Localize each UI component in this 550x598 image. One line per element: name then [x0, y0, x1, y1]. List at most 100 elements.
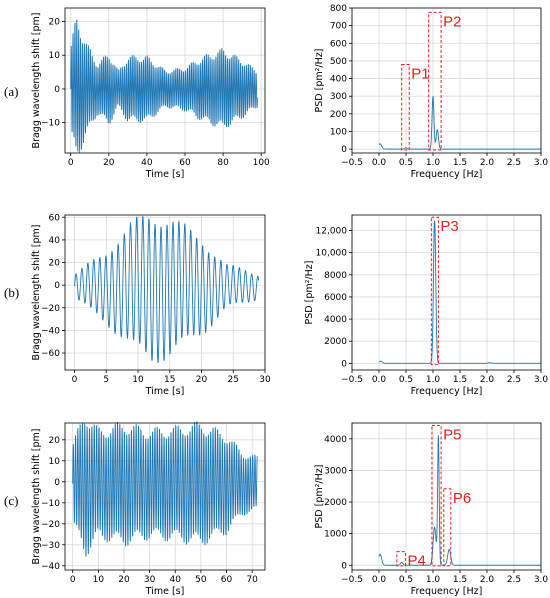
x-tick-label: 2.0: [480, 575, 495, 585]
x-tick-label: 1.0: [426, 375, 441, 385]
x-tick-label: 0.0: [372, 375, 387, 385]
x-axis-title: Frequency [Hz]: [411, 169, 483, 180]
x-tick-label: 0.5: [399, 575, 413, 585]
chart-a-psd: P1 P2 −0.5 0.0 0.5 1.0 1.5 2.0 2.5 3.0 0 100 200 300 4…: [314, 4, 548, 180]
x-tick-label: 10: [132, 375, 144, 385]
y-tick-label: 600: [330, 39, 347, 49]
peak-box-P1: [401, 63, 410, 151]
y-tick-label: 0: [341, 359, 347, 369]
x-tick-label: 2.5: [507, 375, 521, 385]
x-axis-title: Time [s]: [145, 169, 185, 180]
x-tick-label: 1.0: [426, 575, 441, 585]
x-tick-label: 5: [103, 375, 109, 385]
y-tick-label: 4000: [324, 315, 347, 325]
x-tick-label: −0.5: [341, 158, 363, 168]
x-tick-label: 1.0: [426, 158, 441, 168]
x-tick-label: 3.0: [534, 158, 549, 168]
y-tick-label: 10,000: [316, 249, 348, 259]
x-tick-label: 3.0: [534, 575, 549, 585]
plot-frame: [64, 422, 266, 571]
y-tick-label: −30: [41, 541, 60, 551]
chart-b-time: 0 5 10 15 20 25 30 −60 −40 −20 0 20 40 60 Time [s] Brag…: [31, 213, 271, 397]
x-tick-label: 2.0: [480, 375, 495, 385]
x-axis-title: Time [s]: [145, 586, 185, 597]
x-tick-label: 2.5: [507, 575, 521, 585]
y-tick-label: 60: [49, 213, 61, 223]
y-tick-label: −10: [41, 499, 60, 509]
plot-frame: [64, 214, 266, 371]
x-tick-label: 20: [118, 575, 130, 585]
x-tick-label: 10: [93, 575, 105, 585]
peak-label-P1: P1: [411, 65, 429, 82]
y-tick-label: 0: [54, 281, 60, 291]
y-tick-label: 12,000: [316, 227, 348, 237]
chart-c-time: 0 10 20 30 40 50 60 70 −40 −30 −20 −10 0 10 20 Time [s]…: [31, 421, 266, 597]
x-tick-label: 20: [103, 158, 115, 168]
x-tick-label: 25: [228, 375, 239, 385]
peak-box-P6: [443, 488, 452, 567]
peak-box-P2: [428, 11, 442, 151]
y-tick-label: 20: [49, 259, 61, 269]
y-tick-label: −10: [41, 119, 60, 129]
x-axis-title: Frequency [Hz]: [411, 586, 483, 597]
y-tick-label: −20: [41, 520, 60, 530]
y-tick-label: 100: [330, 127, 347, 137]
y-tick-label: 1000: [324, 530, 347, 540]
y-tick-label: −40: [41, 326, 60, 336]
x-tick-label: 1.5: [453, 575, 467, 585]
y-tick-label: 20: [49, 17, 61, 27]
series-line: [378, 96, 541, 150]
y-tick-label: 20: [49, 436, 61, 446]
x-tick-label: 0: [70, 575, 76, 585]
x-tick-label: 80: [217, 158, 229, 168]
x-tick-label: 15: [164, 375, 175, 385]
x-tick-label: 60: [179, 158, 191, 168]
row-label-b: (b): [4, 285, 20, 300]
x-tick-label: 60: [221, 575, 233, 585]
x-tick-label: 100: [253, 158, 270, 168]
y-axis-title: Bragg wavelength shift [pm]: [31, 429, 42, 565]
y-axis-title: PSD [pm²/Hz]: [314, 49, 325, 113]
x-tick-label: 0.5: [399, 158, 413, 168]
y-axis-title: Bragg wavelength shift [pm]: [31, 225, 42, 361]
peak-label-P4: P4: [407, 553, 425, 570]
series-line: [378, 435, 541, 566]
peak-label-P5: P5: [443, 427, 461, 444]
y-tick-label: 40: [49, 236, 61, 246]
series-line: [378, 220, 541, 364]
y-tick-label: 0: [54, 85, 60, 95]
y-tick-label: 700: [330, 22, 347, 32]
row-label-c: (c): [4, 493, 19, 508]
y-axis-title: Bragg wavelength shift [pm]: [31, 13, 42, 149]
x-tick-label: −0.5: [341, 575, 363, 585]
y-tick-label: −40: [41, 562, 60, 572]
x-tick-label: 0.0: [372, 158, 387, 168]
peak-label-P2: P2: [443, 13, 461, 30]
chart-b-psd: P3 −0.5 0.0 0.5 1.0 1.5 2.0 2.5 3.0 0 2000 4000 6000…: [304, 214, 549, 397]
x-tick-label: 3.0: [534, 375, 549, 385]
x-tick-label: 30: [259, 375, 271, 385]
y-tick-label: 6000: [324, 293, 347, 303]
x-tick-label: 0: [72, 375, 78, 385]
x-tick-label: 40: [170, 575, 182, 585]
series-line: [70, 19, 258, 153]
y-tick-label: 3000: [324, 466, 347, 476]
x-axis-title: Frequency [Hz]: [411, 386, 483, 397]
x-tick-label: 70: [246, 575, 258, 585]
y-tick-label: 0: [54, 478, 60, 488]
y-tick-label: 500: [330, 57, 347, 67]
plot-frame: [351, 214, 542, 371]
plot-frame: [351, 422, 542, 571]
series-line: [74, 215, 260, 363]
chart-a-time: 0 20 40 60 80 100 −10 0 10 20 Time [s] Bragg wavele…: [31, 7, 270, 180]
y-tick-label: 0: [341, 561, 347, 571]
row-label-a: (a): [4, 84, 19, 99]
x-tick-label: 20: [196, 375, 208, 385]
y-axis-title: PSD [pm²/Hz]: [304, 261, 315, 325]
y-tick-label: 300: [330, 92, 347, 102]
y-tick-label: 4000: [324, 435, 347, 445]
plot-frame: [64, 7, 266, 154]
x-tick-label: 2.0: [480, 158, 495, 168]
y-tick-label: 400: [330, 75, 347, 85]
